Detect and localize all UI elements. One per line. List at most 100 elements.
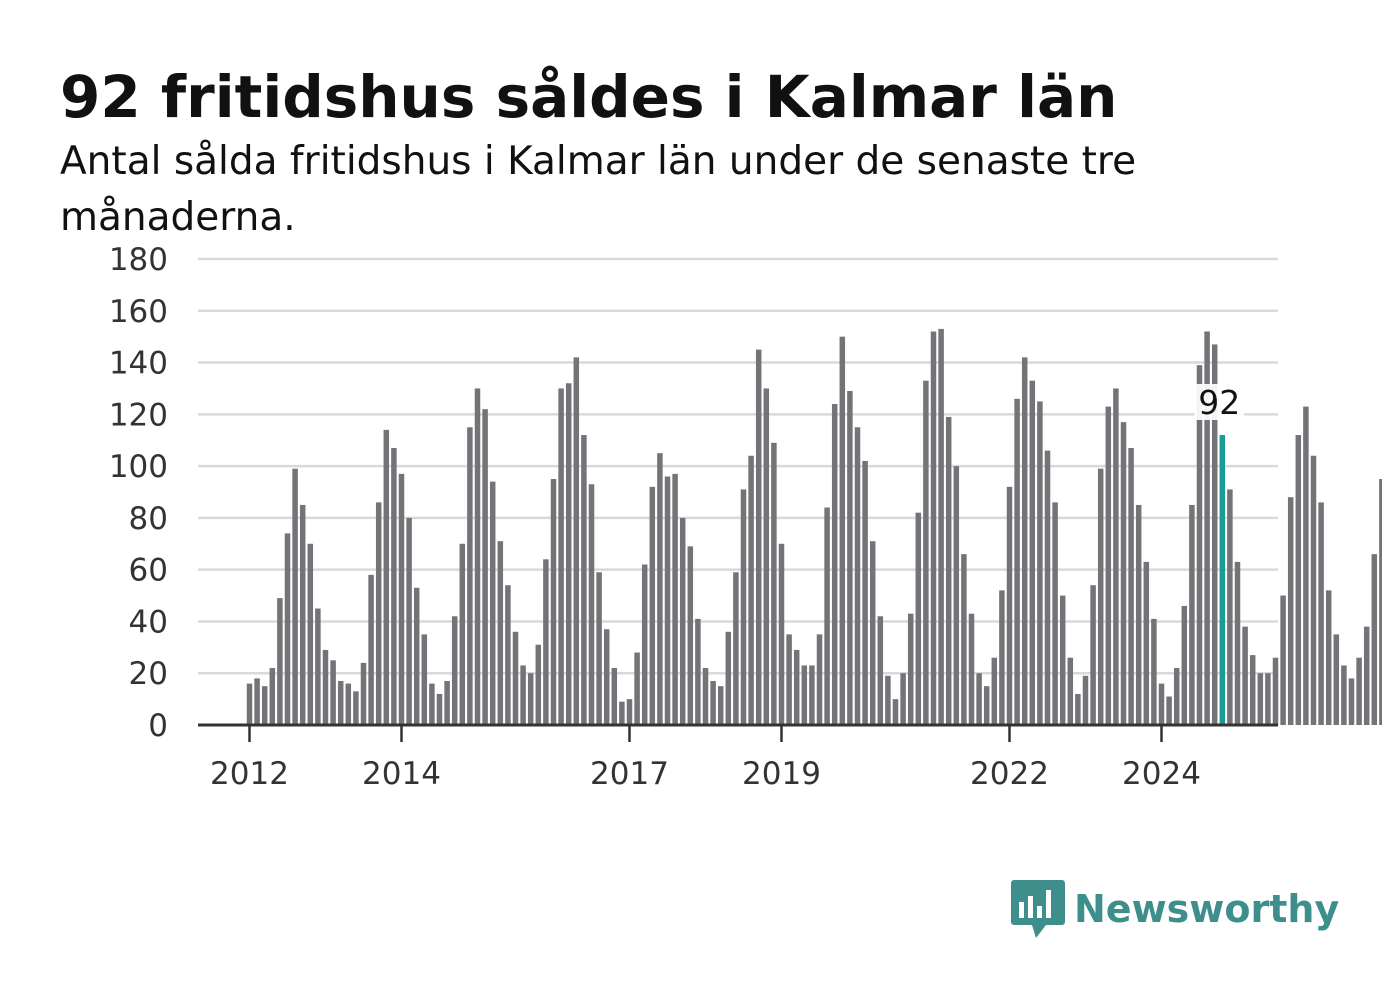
bar bbox=[1280, 595, 1286, 725]
bar bbox=[505, 585, 511, 725]
bar bbox=[1021, 357, 1028, 725]
bar bbox=[451, 616, 458, 725]
newsworthy-logo-icon bbox=[1011, 880, 1065, 938]
bar bbox=[1173, 668, 1180, 725]
data-label-background bbox=[1194, 384, 1245, 421]
y-tick-label: 40 bbox=[129, 604, 168, 640]
bar bbox=[1272, 657, 1279, 725]
bar bbox=[1242, 626, 1248, 725]
bar bbox=[740, 489, 747, 725]
bar bbox=[1052, 502, 1058, 725]
bar bbox=[1037, 401, 1043, 725]
bars bbox=[246, 328, 1382, 725]
x-tick-label: 2012 bbox=[210, 756, 289, 792]
bar bbox=[877, 616, 884, 725]
bar bbox=[1135, 504, 1142, 725]
bar bbox=[1059, 595, 1066, 725]
bar bbox=[398, 473, 405, 725]
bar bbox=[809, 665, 815, 725]
bar bbox=[1265, 673, 1271, 725]
bar bbox=[976, 673, 982, 725]
bar bbox=[482, 409, 488, 725]
bar bbox=[733, 572, 739, 725]
bar bbox=[353, 691, 359, 725]
bar bbox=[1143, 561, 1150, 725]
bar bbox=[923, 380, 929, 725]
bar bbox=[603, 629, 610, 725]
x-tick-label: 2019 bbox=[742, 756, 821, 792]
x-tick-label: 2024 bbox=[1122, 756, 1201, 792]
bar bbox=[938, 328, 944, 725]
bar bbox=[581, 435, 587, 725]
bar bbox=[1356, 657, 1362, 725]
bar bbox=[315, 608, 321, 725]
y-tick-label: 80 bbox=[129, 501, 168, 537]
bar bbox=[1113, 388, 1119, 725]
bar bbox=[558, 388, 564, 725]
bar bbox=[786, 634, 792, 725]
chart-title: 92 fritidshus såldes i Kalmar län bbox=[60, 63, 1118, 131]
bar bbox=[261, 686, 268, 725]
bar bbox=[771, 442, 777, 725]
bar bbox=[1196, 365, 1203, 725]
bar bbox=[1166, 696, 1172, 725]
bar bbox=[1234, 561, 1241, 725]
bar bbox=[474, 388, 481, 725]
bar bbox=[1075, 693, 1081, 725]
bar bbox=[1097, 468, 1104, 725]
bar bbox=[1333, 634, 1340, 725]
bar bbox=[991, 657, 998, 725]
bar bbox=[892, 699, 899, 725]
bar bbox=[1128, 447, 1134, 725]
bar bbox=[801, 665, 808, 725]
bar bbox=[778, 543, 785, 725]
bar bbox=[649, 486, 656, 725]
bar bbox=[725, 631, 732, 725]
bar bbox=[885, 675, 891, 725]
bar bbox=[634, 652, 640, 725]
data-label-latest: 92 bbox=[1198, 383, 1240, 422]
bar bbox=[717, 686, 724, 725]
bar bbox=[907, 613, 914, 725]
bar bbox=[831, 403, 838, 725]
bar bbox=[626, 699, 633, 725]
y-tick-label: 140 bbox=[109, 346, 168, 382]
bar bbox=[755, 349, 762, 725]
bar bbox=[695, 618, 701, 725]
bar bbox=[961, 554, 967, 725]
y-tick-label: 0 bbox=[148, 708, 168, 744]
bar bbox=[1295, 435, 1302, 725]
bar bbox=[368, 574, 374, 725]
bar bbox=[512, 631, 519, 725]
bar bbox=[619, 701, 625, 725]
bar bbox=[679, 517, 686, 725]
bar bbox=[535, 644, 542, 725]
bar bbox=[459, 543, 466, 725]
bar bbox=[1325, 590, 1332, 725]
newsworthy-wordmark: Newsworthy bbox=[1074, 887, 1340, 931]
bar bbox=[307, 543, 314, 725]
bar bbox=[930, 331, 937, 725]
bar bbox=[1227, 489, 1233, 725]
bar bbox=[391, 447, 397, 725]
bar bbox=[429, 683, 435, 725]
bar bbox=[847, 391, 853, 725]
bar bbox=[1082, 675, 1089, 725]
bar bbox=[284, 533, 291, 725]
bar bbox=[968, 613, 975, 725]
bar bbox=[1363, 626, 1370, 725]
bar bbox=[641, 564, 648, 725]
bar bbox=[763, 388, 770, 725]
chart-subtitle: Antal sålda fritidshus i Kalmar län unde… bbox=[60, 139, 1137, 240]
bar bbox=[702, 668, 709, 725]
bar bbox=[345, 683, 352, 725]
bar bbox=[1044, 450, 1051, 725]
bar bbox=[330, 660, 336, 725]
bar bbox=[1318, 502, 1324, 725]
bar bbox=[854, 427, 861, 725]
bar bbox=[687, 546, 694, 725]
bar bbox=[1158, 683, 1165, 725]
bar bbox=[421, 634, 428, 725]
bar bbox=[1303, 406, 1309, 725]
